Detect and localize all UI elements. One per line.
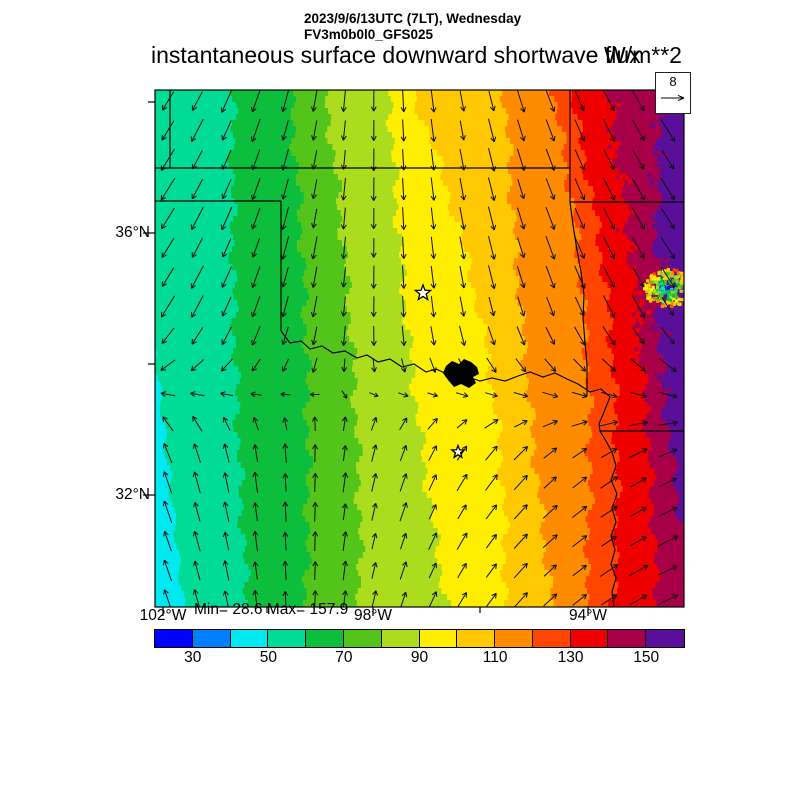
lon-tick-label: 94°W — [568, 607, 608, 624]
colorbar-cell — [191, 629, 232, 648]
city-star-marker — [450, 443, 466, 459]
lat-tick-label: 36°N — [115, 224, 150, 241]
colorbar-tick-label: 30 — [184, 649, 202, 666]
colorbar-tick-label: 130 — [557, 649, 584, 666]
colorbar — [154, 629, 686, 648]
colorbar-cell — [531, 629, 572, 648]
reference-arrow-icon — [661, 94, 685, 102]
lat-tick-label: 32°N — [115, 486, 150, 503]
mottled-high-flux-region — [602, 90, 674, 412]
city-star-marker — [413, 283, 433, 301]
header-datetime: 2023/9/6/13UTC (7LT), Wednesday — [304, 11, 522, 26]
axis-ticks — [143, 101, 589, 616]
colorbar-cell — [607, 629, 648, 648]
colorbar-cell — [267, 629, 308, 648]
colorbar-tick-label: 90 — [410, 649, 429, 666]
colorbar-cell — [569, 629, 610, 648]
lake-texoma — [443, 359, 479, 388]
map-area — [155, 90, 684, 607]
reference-vector-box: 8 — [655, 72, 691, 114]
colorbar-cell — [154, 629, 194, 648]
colorbar-cell — [494, 629, 534, 648]
cloud-speckle-patch — [642, 268, 684, 308]
lon-tick-label: 98°W — [353, 607, 393, 624]
map-frame — [154, 89, 685, 608]
colorbar-tick-label: 70 — [335, 649, 353, 666]
colorbar-tick-label: 150 — [633, 649, 660, 666]
colorbar-cell — [229, 629, 270, 648]
colorbar-cell — [380, 629, 421, 648]
colorbar-cell — [456, 629, 497, 648]
plot-title: instantaneous surface downward shortwave… — [151, 42, 641, 68]
lon-tick-label: 102°W — [139, 607, 187, 624]
border-tx-ar-la — [598, 396, 618, 607]
colorbar-tick-label: 110 — [482, 649, 508, 666]
colorbar-cell — [305, 629, 345, 648]
units-label: W/m**2 — [604, 42, 682, 68]
colorbar-cell — [418, 629, 459, 648]
colorbar-tick-label: 50 — [259, 649, 278, 666]
wind-vectors — [160, 90, 679, 607]
border-ok-ar — [569, 201, 588, 396]
reference-vector-value: 8 — [669, 74, 677, 89]
state-borders — [155, 90, 684, 607]
minmax-label: Min= 28.6 Max= 157.9 — [194, 601, 349, 618]
header-model: FV3m0b0l0_GFS025 — [304, 27, 434, 42]
border-red-river — [280, 330, 611, 398]
colorbar-cell — [342, 629, 383, 648]
colorbar-cell — [645, 629, 685, 648]
contour-bands — [155, 90, 684, 607]
